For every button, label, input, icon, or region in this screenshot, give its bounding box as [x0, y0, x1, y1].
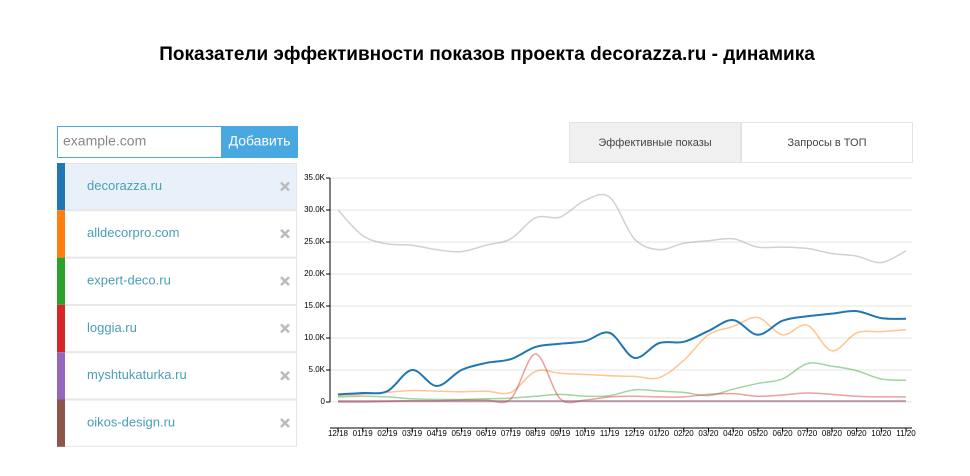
chart: 0 5.0K 10.0K 15.0K 20.0K 25.0K 30.0K 35.0K 12/18…: [304, 173, 916, 438]
domain-list: decorazza.ru alldecorpro.com expert-deco.r…: [57, 163, 297, 447]
x-tick-label: 01/20: [649, 429, 670, 438]
domain-item[interactable]: [57, 210, 297, 258]
x-tick-label: 05/20: [748, 429, 769, 438]
domain-name: loggia.ru: [87, 320, 137, 335]
remove-icon[interactable]: [280, 228, 290, 239]
x-tick-label: 12/19: [624, 429, 645, 438]
remove-icon[interactable]: [280, 323, 290, 334]
x-tick-label: 03/19: [402, 429, 423, 438]
x-tick-label: 02/19: [377, 429, 398, 438]
x-tick-label: 02/20: [674, 429, 695, 438]
x-tick-label: 01/19: [353, 429, 374, 438]
y-tick-label: 30.0K: [304, 205, 326, 214]
domain-name: decorazza.ru: [87, 178, 162, 193]
tab-label: Эффективные показы: [598, 137, 711, 149]
y-tick-label: 20.0K: [304, 269, 326, 278]
add-button[interactable]: [221, 126, 298, 158]
domain-color: [57, 304, 65, 353]
domain-item[interactable]: [57, 352, 297, 400]
tab-label: Запросы в ТОП: [787, 137, 866, 149]
domain-color: [57, 210, 65, 258]
y-tick-label: 5.0K: [309, 365, 326, 374]
series-line: [337, 193, 907, 264]
x-tick-label: 06/19: [476, 429, 497, 438]
series-line: [337, 309, 907, 396]
add-button-label: Добавить: [229, 133, 291, 149]
domain-input[interactable]: [57, 126, 222, 158]
x-tick-label: 10/20: [871, 429, 892, 438]
domain-color: [57, 257, 65, 305]
domain-name: oikos-design.ru: [87, 414, 175, 429]
y-tick-label: 10.0K: [304, 333, 326, 342]
domain-item[interactable]: [57, 163, 297, 211]
y-tick-label: 15.0K: [304, 301, 326, 310]
x-tick-label: 11/20: [896, 429, 916, 438]
x-tick-label: 06/20: [773, 429, 794, 438]
domain-color: [57, 399, 65, 447]
x-tick-label: 07/20: [797, 429, 818, 438]
remove-icon[interactable]: [280, 276, 290, 286]
remove-icon[interactable]: [280, 181, 290, 192]
domain-color: [57, 163, 65, 211]
series-line: [337, 316, 907, 397]
domain-color: [57, 352, 65, 400]
x-tick-label: 08/20: [822, 429, 843, 438]
x-tick-label: 10/19: [575, 429, 596, 438]
domain-item[interactable]: [57, 257, 297, 305]
y-tick-label: 25.0K: [304, 237, 326, 246]
series-line: [337, 362, 907, 401]
x-tick-label: 08/19: [526, 429, 547, 438]
x-tick-label: 04/20: [723, 429, 744, 438]
domain-item[interactable]: [57, 399, 297, 447]
remove-icon[interactable]: [280, 418, 290, 428]
y-tick-label: 35.0K: [304, 173, 326, 182]
x-tick-label: 04/19: [427, 429, 448, 438]
x-tick-label: 03/20: [698, 429, 719, 438]
domain-name: myshtukaturka.ru: [87, 367, 187, 382]
x-tick-label: 11/19: [600, 429, 620, 438]
remove-icon[interactable]: [280, 370, 290, 381]
domain-name: alldecorpro.com: [87, 225, 180, 240]
tab[interactable]: [569, 122, 741, 163]
x-tick-label: 09/20: [847, 429, 868, 438]
domain-item[interactable]: [57, 304, 297, 353]
page-title: Показатели эффективности показов проекта…: [159, 44, 815, 65]
x-tick-label: 09/19: [550, 429, 571, 438]
input-placeholder: example.com: [63, 133, 146, 149]
x-tick-label: 07/19: [501, 429, 522, 438]
x-tick-label: 05/19: [451, 429, 472, 438]
tab[interactable]: [741, 122, 913, 163]
tabs: Эффективные показы Запросы в ТОП: [569, 122, 913, 163]
y-tick-label: 0: [321, 397, 326, 406]
domain-name: expert-deco.ru: [87, 273, 171, 288]
series-line: [337, 353, 907, 404]
x-tick-label: 12/18: [328, 429, 349, 438]
